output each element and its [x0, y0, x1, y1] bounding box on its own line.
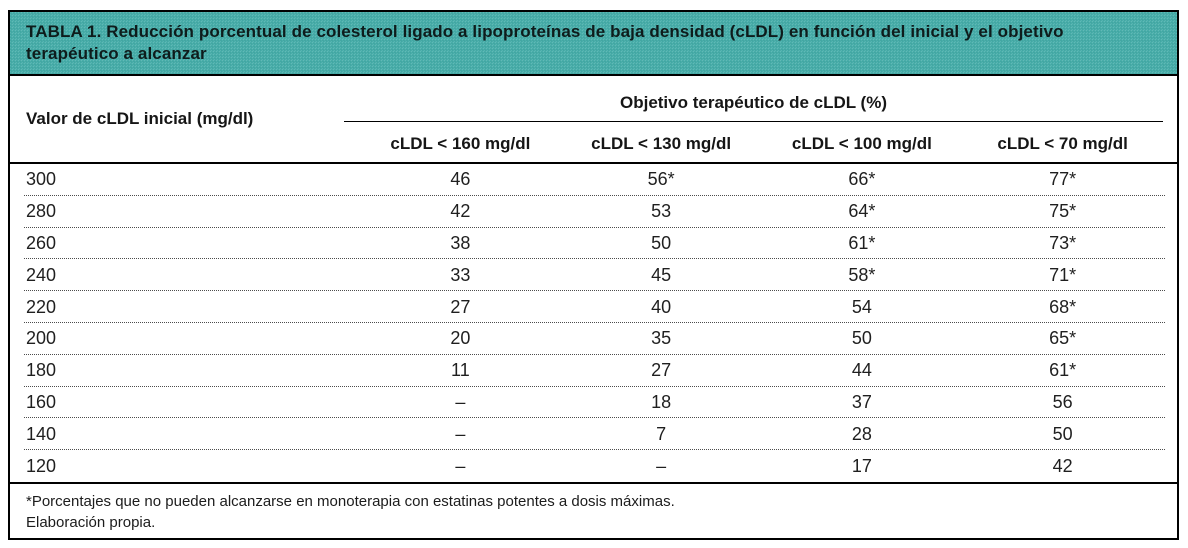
reduction-value-cell: 61*: [1049, 360, 1077, 381]
column-header-cldl-160: cLDL < 160 mg/dl: [390, 134, 531, 153]
reduction-value-cell: 27: [651, 360, 672, 381]
table-row: 140 – 7 28 50: [10, 418, 1177, 450]
reduction-value-cell: 27: [450, 296, 471, 317]
reduction-value-cell: 33: [450, 264, 471, 285]
reduction-value-cell: 46: [450, 169, 471, 190]
reduction-value-cell: 42: [1052, 455, 1073, 476]
column-header-cldl-70: cLDL < 70 mg/dl: [997, 134, 1128, 153]
table-row: 300 46 56* 66* 77*: [10, 164, 1177, 196]
table-row: 180 11 27 44 61*: [10, 355, 1177, 387]
reduction-value-cell: 64*: [848, 201, 876, 222]
reduction-value-cell: 50: [1052, 423, 1073, 444]
initial-cldl-cell: 200: [26, 328, 57, 349]
column-header-cldl-130: cLDL < 130 mg/dl: [591, 134, 732, 153]
reduction-value-cell: –: [455, 423, 466, 444]
footnote-source: Elaboración propia.: [26, 514, 156, 531]
reduction-value-cell: 61*: [848, 232, 876, 253]
table-row: 160 – 18 37 56: [10, 387, 1177, 419]
table-row: 200 20 35 50 65*: [10, 323, 1177, 355]
reduction-value-cell: 20: [450, 328, 471, 349]
reduction-value-cell: 66*: [848, 169, 876, 190]
reduction-value-cell: 71*: [1049, 264, 1077, 285]
table-footnotes: *Porcentajes que no pueden alcanzarse en…: [10, 484, 1177, 538]
reduction-value-cell: 7: [656, 423, 667, 444]
reduction-value-cell: 75*: [1049, 201, 1077, 222]
initial-cldl-cell: 140: [26, 423, 57, 444]
table-header: Valor de cLDL inicial (mg/dl) Objetivo t…: [10, 76, 1177, 164]
table-body: 300 46 56* 66* 77* 280 42 53 64* 75* 260 38 50 61* 73*…: [10, 164, 1177, 484]
table-row: 120 – – 17 42: [10, 450, 1177, 482]
initial-cldl-cell: 260: [26, 232, 57, 253]
reduction-value-cell: 17: [851, 455, 872, 476]
group-header-label: Objetivo terapéutico de cLDL (%): [344, 93, 1163, 122]
footnote-asterisk: *Porcentajes que no pueden alcanzarse en…: [26, 493, 675, 510]
reduction-value-cell: 38: [450, 232, 471, 253]
reduction-value-cell: –: [455, 391, 466, 412]
table-row: 240 33 45 58* 71*: [10, 259, 1177, 291]
reduction-value-cell: 44: [851, 360, 872, 381]
reduction-value-cell: 58*: [848, 264, 876, 285]
row-header-label: Valor de cLDL inicial (mg/dl): [26, 109, 254, 128]
table-row: 280 42 53 64* 75*: [10, 196, 1177, 228]
reduction-value-cell: 40: [651, 296, 672, 317]
initial-cldl-cell: 220: [26, 296, 57, 317]
reduction-value-cell: 50: [651, 232, 672, 253]
reduction-value-cell: –: [455, 455, 466, 476]
reduction-value-cell: 28: [851, 423, 872, 444]
reduction-value-cell: 18: [651, 391, 672, 412]
reduction-value-cell: 54: [851, 296, 872, 317]
reduction-value-cell: 35: [651, 328, 672, 349]
table-row: 260 38 50 61* 73*: [10, 228, 1177, 260]
table-caption: TABLA 1. Reducción porcentual de coleste…: [10, 12, 1177, 76]
reduction-value-cell: 77*: [1049, 169, 1077, 190]
reduction-value-cell: 50: [851, 328, 872, 349]
initial-cldl-cell: 280: [26, 201, 57, 222]
table-row: 220 27 40 54 68*: [10, 291, 1177, 323]
reduction-value-cell: 45: [651, 264, 672, 285]
reduction-value-cell: 56: [1052, 391, 1073, 412]
initial-cldl-cell: 300: [26, 169, 57, 190]
table-1-frame: TABLA 1. Reducción porcentual de coleste…: [8, 10, 1179, 540]
reduction-value-cell: 73*: [1049, 232, 1077, 253]
reduction-value-cell: 42: [450, 201, 471, 222]
reduction-value-cell: –: [656, 455, 667, 476]
column-header-cldl-100: cLDL < 100 mg/dl: [791, 134, 932, 153]
initial-cldl-cell: 240: [26, 264, 57, 285]
reduction-value-cell: 56*: [647, 169, 675, 190]
initial-cldl-cell: 160: [26, 391, 57, 412]
reduction-value-cell: 65*: [1049, 328, 1077, 349]
reduction-value-cell: 68*: [1049, 296, 1077, 317]
initial-cldl-cell: 120: [26, 455, 57, 476]
reduction-value-cell: 53: [651, 201, 672, 222]
reduction-value-cell: 11: [451, 360, 470, 381]
initial-cldl-cell: 180: [26, 360, 57, 381]
reduction-value-cell: 37: [851, 391, 872, 412]
